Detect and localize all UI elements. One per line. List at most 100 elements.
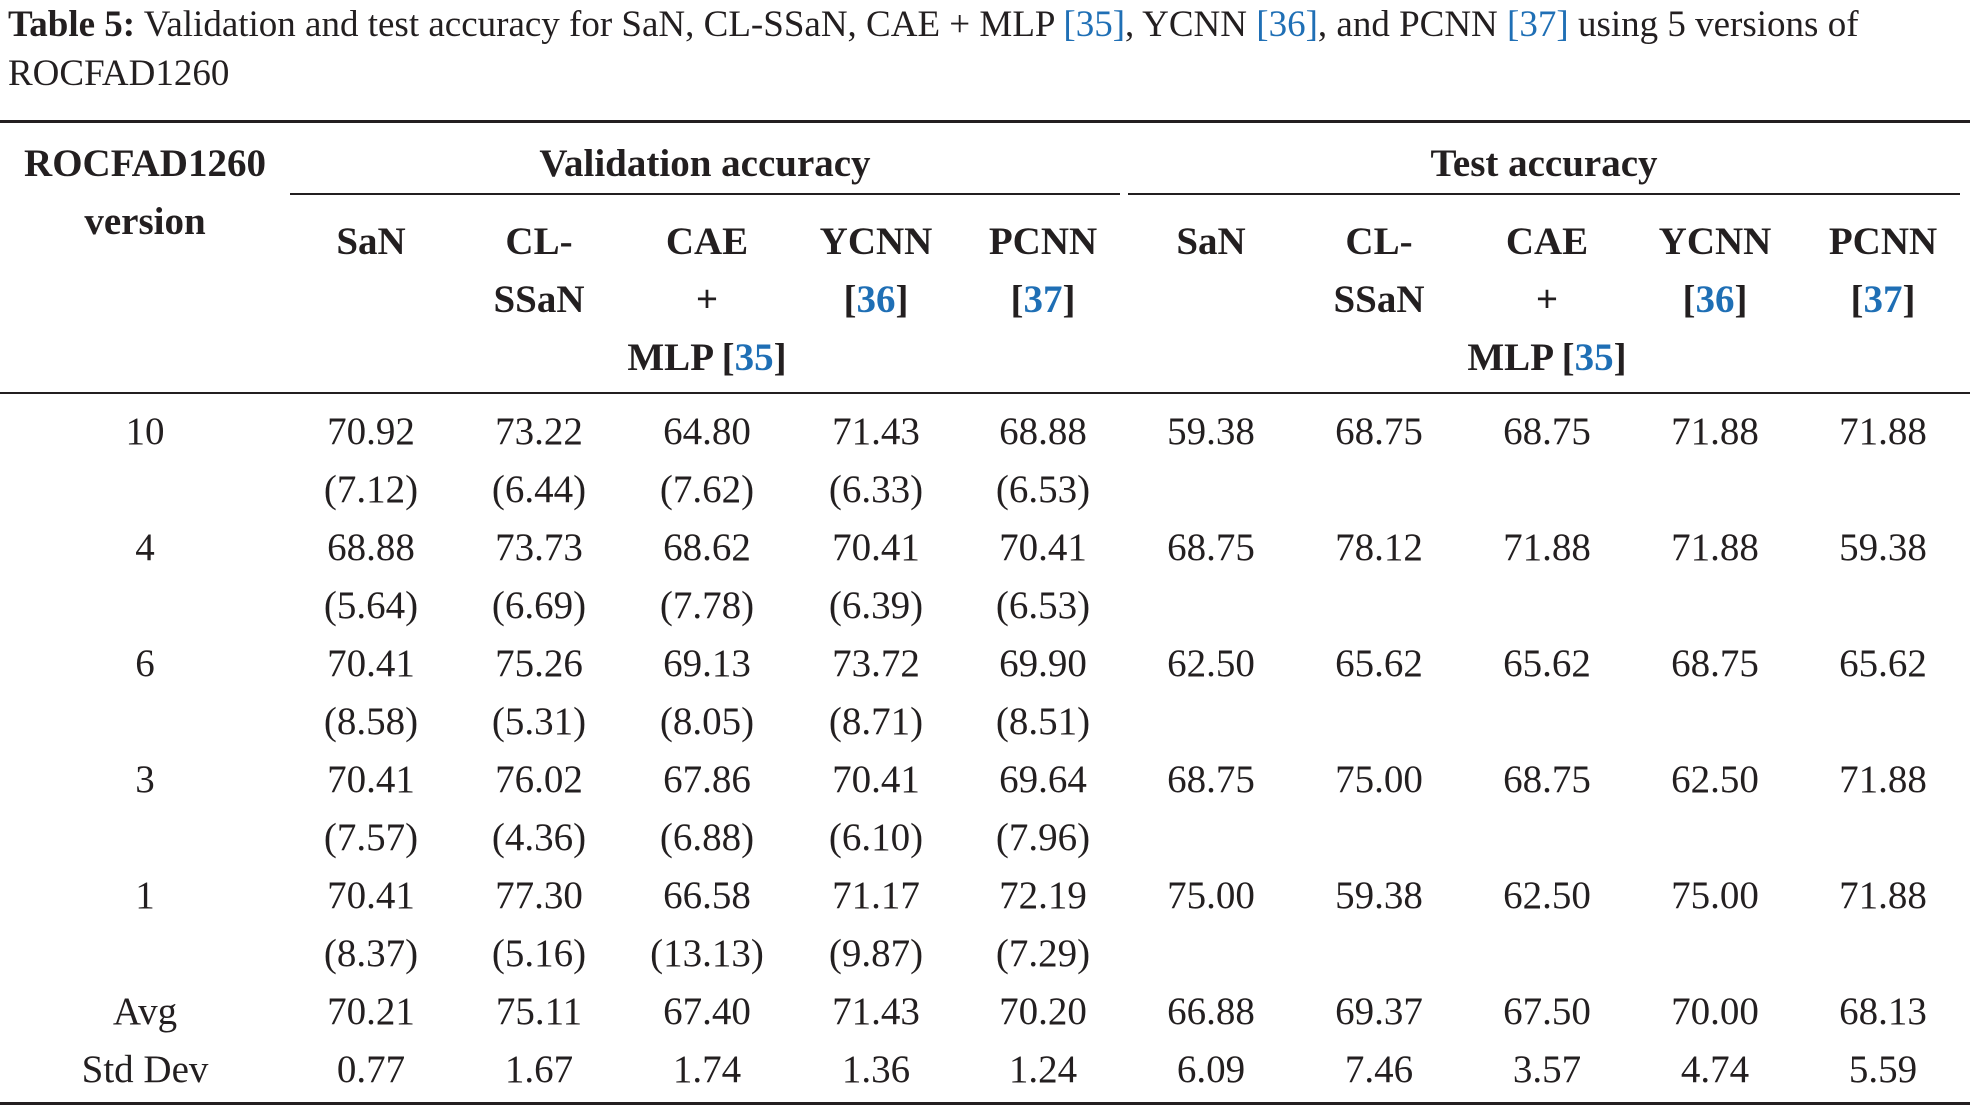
validation-std-cell: (6.33) <box>828 468 924 511</box>
test-accuracy-cell: 71.88 <box>1839 758 1927 801</box>
validation-std-cell: (7.96) <box>995 816 1091 859</box>
test-accuracy-cell: 71.88 <box>1503 526 1591 569</box>
validation-accuracy-cell: 69.13 <box>663 642 751 685</box>
validation-accuracy-cell: 77.30 <box>495 874 583 917</box>
row-version-label: 10 <box>125 410 165 453</box>
test-accuracy-cell: 71.88 <box>1671 526 1759 569</box>
test-accuracy-cell: 75.00 <box>1671 874 1759 917</box>
validation-accuracy-cell: 64.80 <box>663 410 751 453</box>
column-header: CL- SSaN <box>493 220 585 321</box>
validation-summary-cell: 70.21 <box>327 990 415 1033</box>
validation-accuracy-cell: 70.41 <box>327 874 415 917</box>
validation-accuracy-cell: 67.86 <box>663 758 751 801</box>
test-summary-cell: 6.09 <box>1176 1048 1246 1091</box>
test-accuracy-cell: 65.62 <box>1839 642 1927 685</box>
row-version-label: 1 <box>135 874 155 917</box>
test-summary-cell: 7.46 <box>1344 1048 1414 1091</box>
validation-std-cell: (8.51) <box>995 700 1091 743</box>
column-header: CAE + MLP [35] <box>627 220 787 379</box>
test-summary-cell: 67.50 <box>1503 990 1591 1033</box>
validation-summary-cell: 67.40 <box>663 990 751 1033</box>
validation-accuracy-cell: 70.41 <box>327 642 415 685</box>
test-summary-cell: 70.00 <box>1671 990 1759 1033</box>
test-accuracy-cell: 78.12 <box>1335 526 1423 569</box>
validation-summary-cell: 70.20 <box>999 990 1087 1033</box>
validation-std-cell: (7.57) <box>323 816 419 859</box>
table-top-rule <box>0 120 1970 123</box>
validation-accuracy-cell: 66.58 <box>663 874 751 917</box>
validation-std-cell: (8.71) <box>828 700 924 743</box>
validation-summary-cell: 75.11 <box>495 990 583 1033</box>
test-accuracy-cell: 65.62 <box>1503 642 1591 685</box>
test-accuracy-cell: 62.50 <box>1503 874 1591 917</box>
validation-summary-cell: 1.36 <box>841 1048 911 1091</box>
validation-std-cell: (8.05) <box>659 700 755 743</box>
test-accuracy-cell: 68.75 <box>1167 526 1255 569</box>
validation-std-cell: (7.12) <box>323 468 419 511</box>
citation-link[interactable]: [37] <box>1507 4 1569 45</box>
test-summary-cell: 66.88 <box>1167 990 1255 1033</box>
citation-link[interactable]: 35 <box>1574 336 1614 379</box>
row-version-label: 3 <box>135 758 155 801</box>
citation-link[interactable]: 37 <box>1863 278 1903 321</box>
citation-link[interactable]: 36 <box>1695 278 1735 321</box>
test-accuracy-cell: 59.38 <box>1167 410 1255 453</box>
validation-accuracy-cell: 68.62 <box>663 526 751 569</box>
validation-accuracy-group-header: Validation accuracy <box>539 142 871 185</box>
citation-link[interactable]: 37 <box>1023 278 1063 321</box>
validation-summary-cell: 71.43 <box>832 990 920 1033</box>
citation-link[interactable]: [36] <box>1256 4 1318 45</box>
validation-accuracy-cell: 73.72 <box>832 642 920 685</box>
validation-std-cell: (5.31) <box>491 700 587 743</box>
validation-accuracy-cell: 69.90 <box>999 642 1087 685</box>
validation-std-cell: (6.53) <box>995 584 1091 627</box>
validation-accuracy-cell: 71.43 <box>832 410 920 453</box>
validation-accuracy-cell: 70.41 <box>832 526 920 569</box>
summary-row-label: Std Dev <box>81 1048 209 1091</box>
validation-std-cell: (7.62) <box>659 468 755 511</box>
column-header: SaN <box>336 220 406 263</box>
column-header: CL- SSaN <box>1333 220 1425 321</box>
summary-row-label: Avg <box>112 990 178 1033</box>
validation-std-cell: (7.29) <box>995 932 1091 975</box>
caption-text: Validation and test accuracy for SaN, CL… <box>135 4 1064 45</box>
caption-text: , YCNN <box>1125 4 1257 45</box>
test-accuracy-cell: 68.75 <box>1167 758 1255 801</box>
table-caption: Table 5: Validation and test accuracy fo… <box>8 0 1963 98</box>
test-accuracy-cell: 62.50 <box>1167 642 1255 685</box>
test-accuracy-cell: 71.88 <box>1839 410 1927 453</box>
test-accuracy-cell: 62.50 <box>1671 758 1759 801</box>
test-accuracy-cell: 68.75 <box>1503 758 1591 801</box>
validation-summary-cell: 0.77 <box>336 1048 406 1091</box>
column-header: PCNN [37] <box>988 220 1098 321</box>
validation-summary-cell: 1.24 <box>1008 1048 1078 1091</box>
test-accuracy-cell: 68.75 <box>1335 410 1423 453</box>
validation-std-cell: (8.37) <box>323 932 419 975</box>
validation-accuracy-cell: 72.19 <box>999 874 1087 917</box>
validation-std-cell: (8.58) <box>323 700 419 743</box>
validation-summary-cell: 1.74 <box>672 1048 742 1091</box>
header-bottom-rule <box>0 392 1970 394</box>
column-header: CAE + MLP [35] <box>1467 220 1627 379</box>
row-version-label: 4 <box>135 526 155 569</box>
row-header-label: ROCFAD1260 version <box>24 142 266 243</box>
column-header: YCNN [36] <box>819 220 933 321</box>
test-accuracy-cell: 71.88 <box>1671 410 1759 453</box>
caption-text: , and PCNN <box>1317 4 1508 45</box>
validation-std-cell: (6.69) <box>491 584 587 627</box>
validation-accuracy-cell: 70.92 <box>327 410 415 453</box>
citation-link[interactable]: 35 <box>734 336 774 379</box>
caption-text: using 5 versions of ROCFAD1260 <box>8 4 1859 94</box>
test-accuracy-cell: 68.75 <box>1503 410 1591 453</box>
row-version-label: 6 <box>135 642 155 685</box>
test-accuracy-cell: 59.38 <box>1335 874 1423 917</box>
validation-std-cell: (13.13) <box>650 932 764 975</box>
validation-accuracy-cell: 70.41 <box>832 758 920 801</box>
test-summary-cell: 3.57 <box>1512 1048 1582 1091</box>
test-accuracy-group-header: Test accuracy <box>1430 142 1658 185</box>
citation-link[interactable]: 36 <box>856 278 896 321</box>
validation-std-cell: (6.44) <box>491 468 587 511</box>
citation-link[interactable]: [35] <box>1063 4 1126 45</box>
validation-std-cell: (4.36) <box>491 816 587 859</box>
validation-summary-cell: 1.67 <box>504 1048 574 1091</box>
